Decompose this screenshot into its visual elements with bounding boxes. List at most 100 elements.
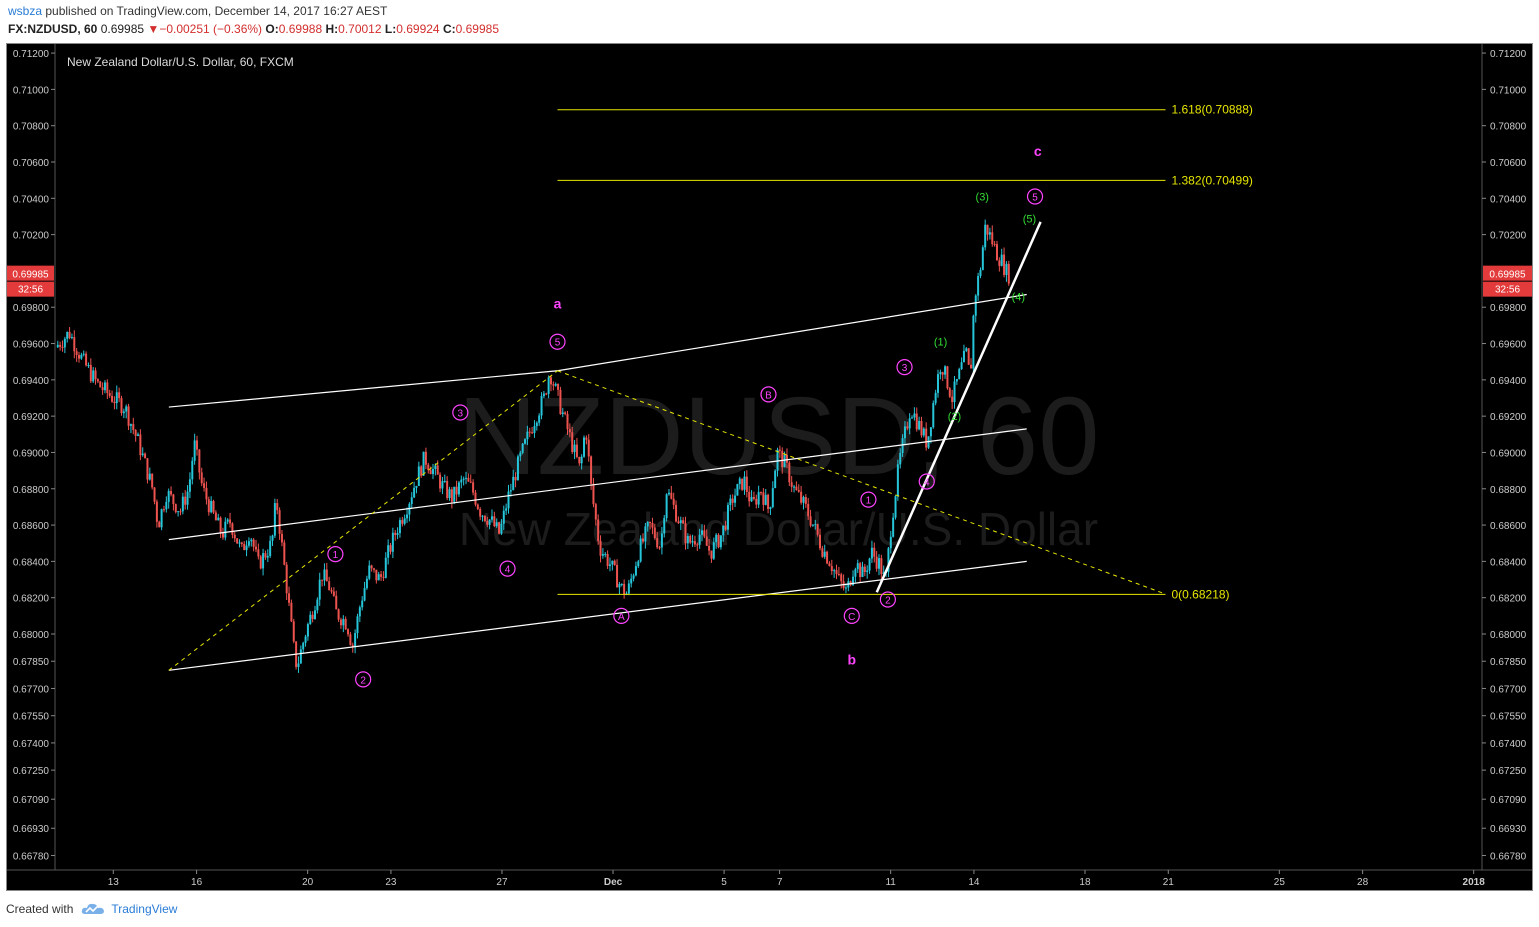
candle-body [651,523,654,528]
candle-body [233,534,236,539]
candle-body [252,539,255,547]
candle-body [266,555,269,558]
y-tick-label-left: 0.67850 [13,657,50,668]
candle-body [146,458,149,480]
candle-body [363,588,366,601]
candle-body [481,515,484,517]
high-label: H: [325,22,339,36]
outer-channel-upper-ext [557,293,1027,372]
candle-body [800,491,803,503]
candle-body [328,581,331,591]
wave-paren-label: (3) [976,191,989,203]
candle-body [455,486,458,495]
watermark-name: New Zealand Dollar/U.S. Dollar [459,503,1098,555]
candle-body [158,521,161,528]
candle-body [880,558,883,575]
chart-area[interactable]: NZDUSD, 60 New Zealand Dollar/U.S. Dollar… [6,43,1533,891]
candle-body [778,449,781,451]
candle-body [915,413,918,430]
high-value: 0.70012 [338,22,382,36]
candle-body [981,247,984,270]
wave-letter: c [1034,143,1042,159]
candle-body [431,469,434,475]
candle-body [446,481,449,498]
wave-label: 1 [333,550,339,561]
candle-body [92,370,95,382]
footer: Created with TradingView [6,902,177,916]
candle-body [535,422,538,427]
candle-body [408,503,411,515]
wave-label: 2 [360,675,366,686]
candle-body [188,479,191,492]
wave-label: B [765,390,772,401]
y-tick-label-left: 0.69600 [13,340,50,351]
candle-body [507,491,510,509]
candle-body [240,542,243,544]
candle-body [165,501,168,510]
candle-body [599,540,602,556]
candle-body [955,379,958,382]
candle-body [224,521,227,538]
candle-body [493,516,496,527]
wave-circle [452,404,469,421]
candle-body [764,494,767,505]
candle-body [804,497,807,504]
x-tick-label: 14 [968,877,980,888]
candle-body [424,451,427,465]
y-tick-label-right: 0.68400 [1490,557,1527,568]
candle-body [840,574,843,582]
tradingview-link[interactable]: TradingView [111,902,178,916]
candle-body [528,431,531,433]
candle-body [193,440,196,461]
candle-body [349,634,352,645]
candle-body [113,401,116,404]
candle-body [642,538,645,542]
candle-body [632,575,635,579]
candle-body [578,456,581,464]
candle-body [85,353,88,366]
candle-body [443,481,446,483]
wave-paren-label: (5) [1023,213,1036,225]
y-tick-label-right: 0.68800 [1490,485,1527,496]
y-tick-label-right: 0.70400 [1490,194,1527,205]
candle-body [448,489,451,498]
candle-body [703,530,706,537]
candle-body [554,383,557,386]
candle-body [427,464,430,471]
candle-body [828,563,831,567]
candle-body [509,490,512,492]
y-tick-label-right: 0.68000 [1490,630,1527,641]
candle-body [705,536,708,546]
candle-body [401,520,404,524]
candle-body [856,563,859,570]
y-tick-label-left: 0.69400 [13,376,50,387]
candle-body [564,412,567,414]
candle-body [920,420,923,436]
candle-body [811,524,814,526]
candle-body [229,519,232,524]
candle-body [153,487,156,502]
candle-body [580,456,583,464]
candle-body [247,541,250,546]
candle-body [488,519,491,525]
candle-body [198,449,201,473]
fib-anchor-up [168,370,558,671]
candle-body [866,570,869,572]
candle-body [297,663,300,667]
candle-body [634,566,637,576]
wave-circle [760,386,777,403]
candle-body [946,366,949,389]
y-tick-label-left: 0.66780 [13,851,50,862]
candle-body [498,522,501,534]
candle-body [743,476,746,490]
symbol-label[interactable]: FX:NZDUSD, 60 [8,22,98,36]
candle-body [967,348,970,365]
author-link[interactable]: wsbza [8,4,43,18]
candle-body [566,413,569,430]
candle-body [358,607,361,617]
candle-body [387,545,390,558]
candle-body [342,618,345,626]
candle-body [78,354,81,359]
tradingview-cloud-icon [82,903,105,914]
